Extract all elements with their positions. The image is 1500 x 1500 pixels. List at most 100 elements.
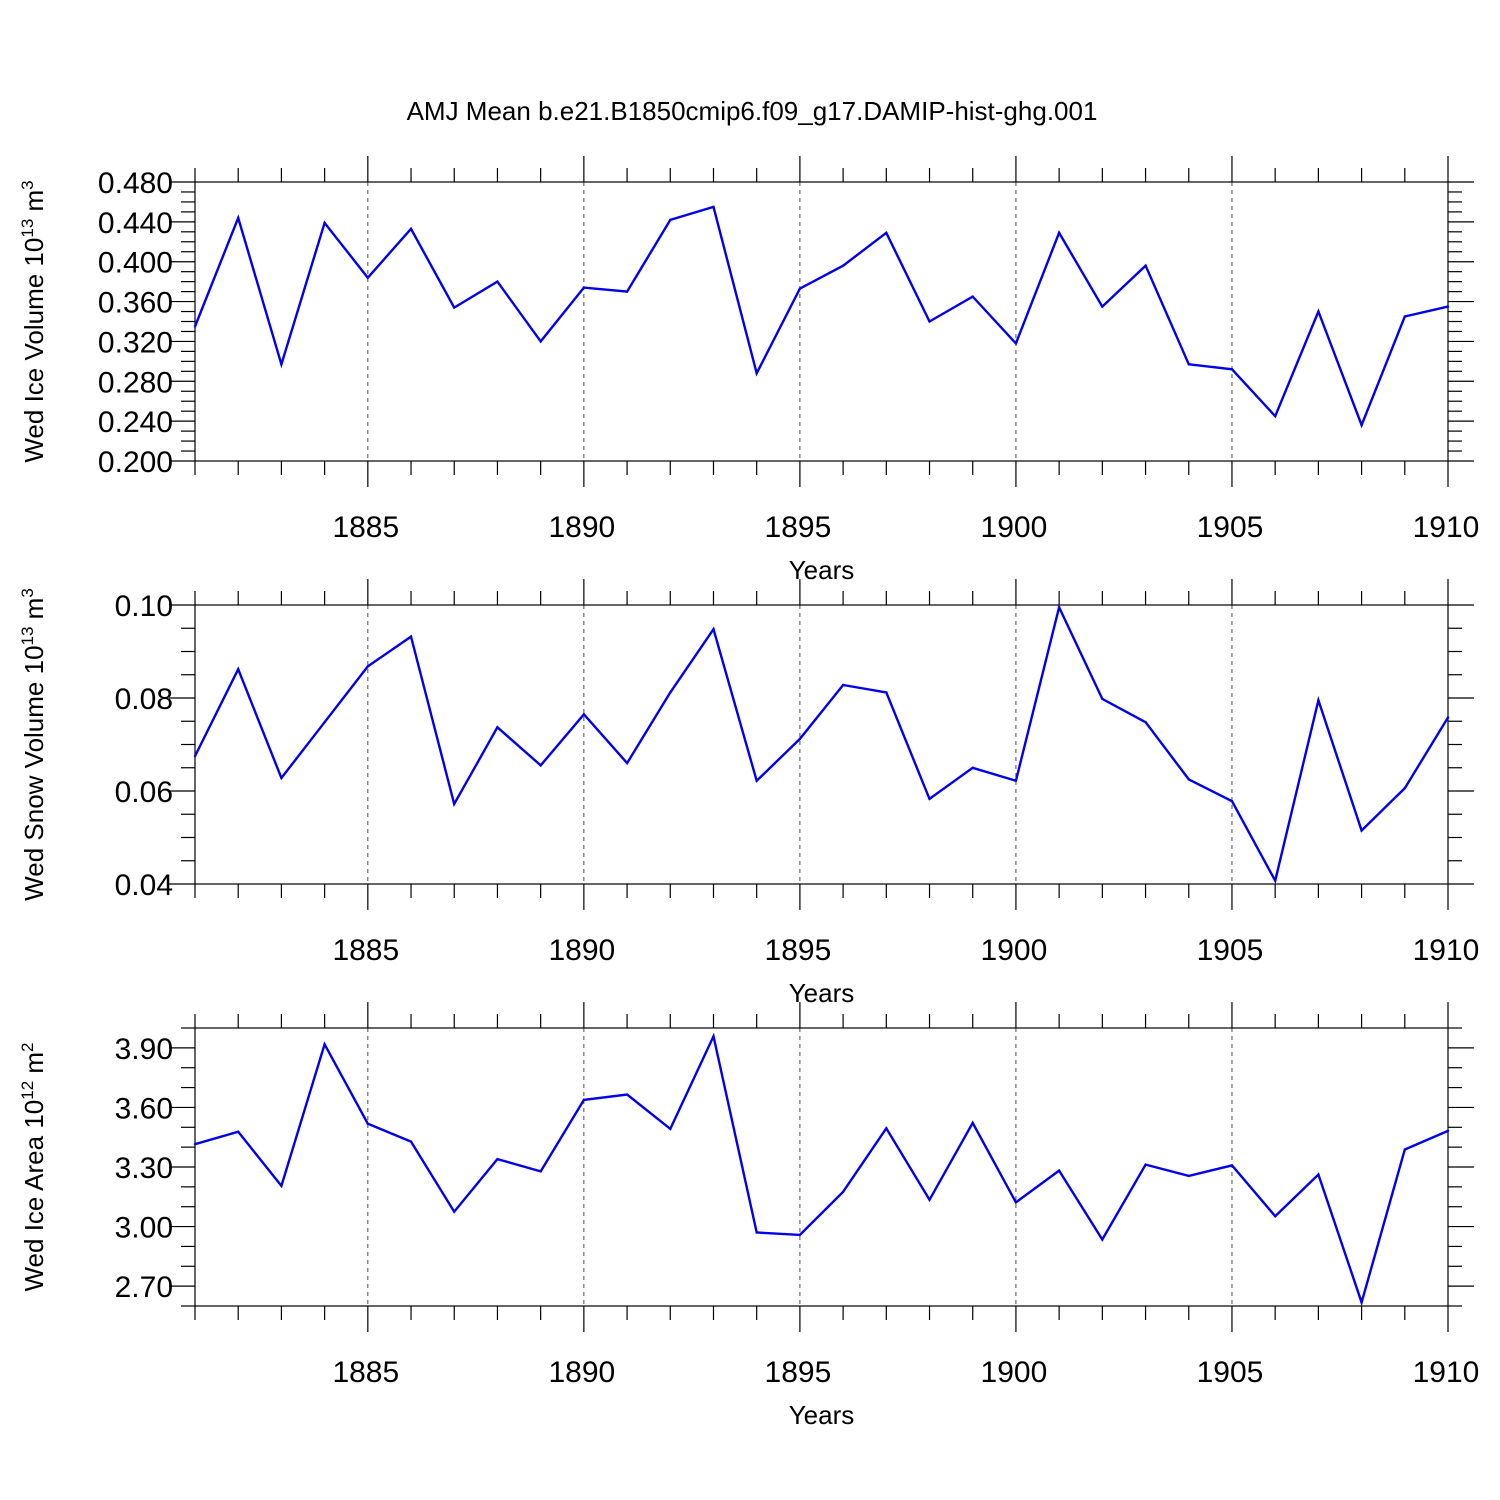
y-tick-label: 0.440 bbox=[98, 207, 173, 240]
data-point bbox=[1317, 1173, 1320, 1176]
data-point bbox=[582, 713, 586, 716]
y-tick-label: 3.60 bbox=[115, 1092, 173, 1125]
plot-frame bbox=[194, 1027, 1449, 1307]
data-point bbox=[539, 764, 542, 767]
data-point bbox=[712, 205, 715, 209]
data-point bbox=[712, 1035, 715, 1038]
data-point bbox=[366, 665, 370, 668]
y-axis-label-ylabel-unit: m bbox=[19, 598, 49, 627]
data-point bbox=[1360, 1301, 1363, 1304]
x-tick-label: 1905 bbox=[1197, 934, 1264, 967]
data-point bbox=[1360, 423, 1363, 427]
data-point bbox=[755, 1231, 758, 1234]
y-axis-label-ylabel-unit: m bbox=[19, 1052, 49, 1081]
data-point bbox=[1317, 699, 1320, 702]
y-axis-label-ylabel-unit-exp: 3 bbox=[18, 588, 37, 597]
data-point bbox=[1101, 305, 1104, 308]
data-point bbox=[366, 1122, 370, 1125]
y-axis-label-ylabel-exp: 12 bbox=[18, 1081, 37, 1100]
x-tick-label: 1895 bbox=[765, 934, 832, 967]
y-axis-label-ylabel-exp: 13 bbox=[18, 219, 37, 238]
data-point bbox=[1014, 779, 1018, 782]
panel-1: 0.200 0.240 0.280 0.320 0.360 0.400 0.440 0.480… bbox=[18, 156, 1479, 585]
y-tick-label: 0.240 bbox=[98, 406, 173, 439]
data-point bbox=[1403, 787, 1406, 790]
data-point bbox=[625, 761, 629, 765]
data-point bbox=[539, 1170, 542, 1173]
data-point bbox=[885, 231, 888, 235]
data-point bbox=[1187, 1174, 1190, 1178]
data-point bbox=[323, 221, 326, 225]
data-point bbox=[193, 754, 197, 758]
y-axis-label-ylabel-main: Wed Ice Area 10 bbox=[19, 1100, 49, 1292]
data-point bbox=[496, 1157, 499, 1161]
data-point bbox=[1403, 1148, 1406, 1151]
data-point bbox=[1317, 310, 1320, 313]
y-axis-label-ylabel-unit-exp: 3 bbox=[18, 180, 37, 189]
x-axis-label: Years bbox=[789, 1400, 855, 1430]
y-tick-label: 0.320 bbox=[98, 326, 173, 359]
plot-frame bbox=[194, 181, 1449, 462]
x-tick-label: 1905 bbox=[1197, 1356, 1264, 1389]
series-line bbox=[193, 603, 1450, 885]
y-tick-label: 0.360 bbox=[98, 287, 173, 320]
data-point bbox=[1230, 368, 1234, 371]
x-axis-label: Years bbox=[789, 555, 855, 585]
data-point bbox=[798, 737, 802, 741]
x-tick-label: 1890 bbox=[548, 511, 615, 544]
data-point bbox=[669, 218, 672, 222]
x-tick-label: 1890 bbox=[548, 1356, 615, 1389]
data-point bbox=[1230, 1164, 1234, 1167]
data-point bbox=[323, 1043, 326, 1046]
data-point bbox=[409, 1140, 413, 1143]
data-point bbox=[193, 1142, 197, 1146]
data-point bbox=[1273, 414, 1277, 418]
data-point bbox=[971, 766, 974, 769]
y-axis-label: Wed Ice Volume 1013 m3 bbox=[18, 180, 49, 462]
series-line bbox=[194, 1032, 1449, 1307]
data-point bbox=[841, 1190, 845, 1194]
data-point bbox=[237, 1130, 240, 1133]
data-point bbox=[841, 264, 845, 267]
x-tick-label: 1900 bbox=[981, 511, 1048, 544]
data-point bbox=[885, 1127, 888, 1130]
y-tick-label: 0.280 bbox=[98, 366, 173, 399]
data-point bbox=[1360, 829, 1363, 832]
y-axis-label-ylabel-unit: m bbox=[19, 190, 49, 219]
data-point bbox=[625, 1093, 629, 1096]
data-point bbox=[885, 691, 888, 694]
data-point bbox=[971, 1121, 974, 1125]
x-tick-label: 1885 bbox=[332, 1356, 399, 1389]
data-point bbox=[1144, 1163, 1147, 1166]
plot-frame bbox=[194, 604, 1449, 885]
data-point bbox=[1403, 315, 1406, 318]
data-point bbox=[237, 216, 240, 220]
data-point bbox=[841, 683, 845, 687]
data-point bbox=[928, 320, 931, 323]
data-point bbox=[755, 372, 758, 375]
y-axis-label-ylabel-main: Wed Snow Volume 10 bbox=[19, 645, 49, 900]
y-tick-label: 0.04 bbox=[115, 869, 173, 902]
data-point bbox=[453, 802, 456, 806]
data-point bbox=[1446, 305, 1450, 308]
y-tick-label: 2.70 bbox=[115, 1271, 173, 1304]
data-point bbox=[928, 797, 931, 801]
data-point bbox=[1101, 697, 1104, 701]
data-point bbox=[1446, 716, 1450, 719]
y-axis-label-ylabel-unit-exp: 2 bbox=[18, 1042, 37, 1051]
data-point bbox=[1057, 231, 1061, 235]
data-point bbox=[1144, 264, 1147, 267]
y-axis-label-ylabel-main: Wed Ice Volume 10 bbox=[19, 238, 49, 463]
y-tick-label: 0.10 bbox=[115, 590, 173, 623]
y-tick-label: 0.06 bbox=[115, 776, 173, 809]
y-tick-label: 0.08 bbox=[115, 683, 173, 716]
data-point bbox=[539, 340, 542, 343]
data-point bbox=[409, 227, 413, 231]
x-tick-label: 1895 bbox=[765, 511, 832, 544]
data-point bbox=[1273, 1215, 1277, 1218]
y-tick-label: 3.90 bbox=[115, 1033, 173, 1066]
y-axis-label-ylabel-exp: 13 bbox=[18, 627, 37, 646]
data-point bbox=[928, 1198, 931, 1201]
x-tick-label: 1900 bbox=[981, 934, 1048, 967]
data-point bbox=[1446, 1129, 1450, 1133]
